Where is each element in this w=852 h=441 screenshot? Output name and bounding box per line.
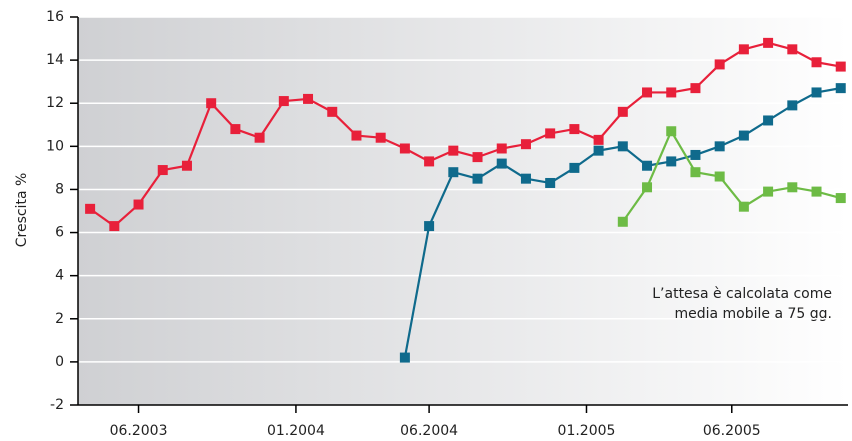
data-point xyxy=(327,106,338,117)
data-point xyxy=(496,158,507,169)
data-point xyxy=(569,162,580,173)
data-point xyxy=(399,143,410,154)
data-point xyxy=(787,44,798,55)
data-point xyxy=(375,132,386,143)
data-point xyxy=(569,124,580,135)
data-point xyxy=(254,132,265,143)
y-tick-label: -2 xyxy=(50,397,64,413)
data-point xyxy=(666,126,677,137)
data-point xyxy=(763,186,774,197)
y-tick-label: 14 xyxy=(46,52,64,68)
data-point xyxy=(738,130,749,141)
series-line xyxy=(621,130,842,223)
annotation: L’attesa è calcolata come xyxy=(652,286,832,302)
data-point xyxy=(763,37,774,48)
data-point xyxy=(690,167,701,178)
data-point xyxy=(835,193,846,204)
data-point xyxy=(496,143,507,154)
data-point xyxy=(133,199,144,210)
data-point xyxy=(472,152,483,163)
data-point xyxy=(520,173,531,184)
data-point xyxy=(181,160,192,171)
x-tick-label: 06.2004 xyxy=(400,423,458,439)
data-point xyxy=(85,203,96,214)
data-point xyxy=(642,182,653,193)
data-point xyxy=(763,115,774,126)
data-point xyxy=(545,128,556,139)
data-point xyxy=(424,156,435,167)
data-point xyxy=(690,149,701,160)
data-point xyxy=(811,87,822,98)
data-point xyxy=(738,44,749,55)
data-point xyxy=(617,216,628,227)
y-tick-label: 4 xyxy=(55,268,64,284)
data-point xyxy=(811,186,822,197)
data-point xyxy=(157,165,168,176)
data-point xyxy=(666,87,677,98)
data-point xyxy=(109,221,120,232)
y-tick-label: 6 xyxy=(55,225,64,241)
data-point xyxy=(545,177,556,188)
data-point xyxy=(835,61,846,72)
y-tick-label: 16 xyxy=(46,9,64,25)
data-point xyxy=(714,171,725,182)
annotation: media mobile a 75 gg. xyxy=(674,306,832,322)
y-tick-label: 8 xyxy=(55,181,64,197)
x-tick-label: 01.2005 xyxy=(558,423,616,439)
data-point xyxy=(472,173,483,184)
data-point xyxy=(642,160,653,171)
data-point xyxy=(303,93,314,104)
plot-background xyxy=(78,17,848,405)
data-point xyxy=(424,221,435,232)
data-point xyxy=(617,106,628,117)
data-point xyxy=(642,87,653,98)
x-tick-label: 06.2003 xyxy=(110,423,168,439)
y-axis-label: Crescita % xyxy=(14,173,30,248)
y-tick-label: 0 xyxy=(55,354,64,370)
data-point xyxy=(593,134,604,145)
data-point xyxy=(787,100,798,111)
data-point xyxy=(738,201,749,212)
y-tick-label: 10 xyxy=(46,138,64,154)
data-point xyxy=(448,167,459,178)
data-point xyxy=(278,96,289,107)
x-tick-label: 01.2004 xyxy=(267,423,325,439)
data-point xyxy=(666,156,677,167)
y-tick-label: 12 xyxy=(46,95,64,111)
data-point xyxy=(617,141,628,152)
x-tick-label: 06.2005 xyxy=(703,423,761,439)
data-point xyxy=(520,139,531,150)
data-point xyxy=(399,352,410,363)
data-point xyxy=(230,124,241,135)
data-point xyxy=(448,145,459,156)
data-point xyxy=(787,182,798,193)
data-point xyxy=(690,83,701,94)
y-tick-label: 2 xyxy=(55,311,64,327)
data-point xyxy=(593,145,604,156)
data-point xyxy=(351,130,362,141)
data-point xyxy=(811,57,822,68)
data-point xyxy=(206,98,217,109)
data-point xyxy=(714,59,725,70)
data-point xyxy=(835,83,846,94)
data-point xyxy=(714,141,725,152)
